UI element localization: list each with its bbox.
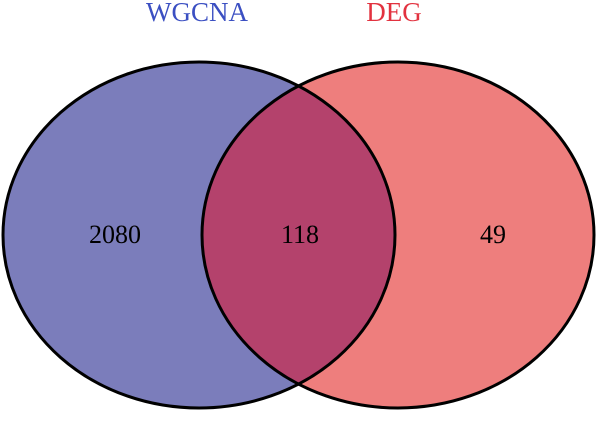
- set-label: WGCNA: [146, 0, 248, 27]
- overlap-region: [202, 62, 395, 408]
- region-label: 118: [281, 220, 319, 249]
- region-label: 49: [480, 220, 506, 249]
- set-outline: [200, 60, 596, 410]
- region-label: 2080: [89, 220, 141, 249]
- set-outline: [1, 60, 397, 410]
- set-label: DEG: [366, 0, 422, 27]
